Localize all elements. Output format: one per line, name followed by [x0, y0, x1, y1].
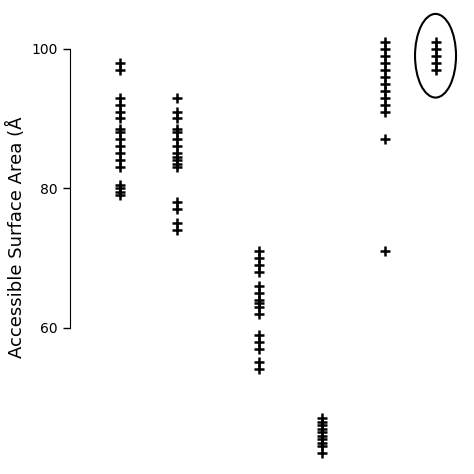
Y-axis label: Accessible Surface Area (Å: Accessible Surface Area (Å — [7, 116, 26, 358]
